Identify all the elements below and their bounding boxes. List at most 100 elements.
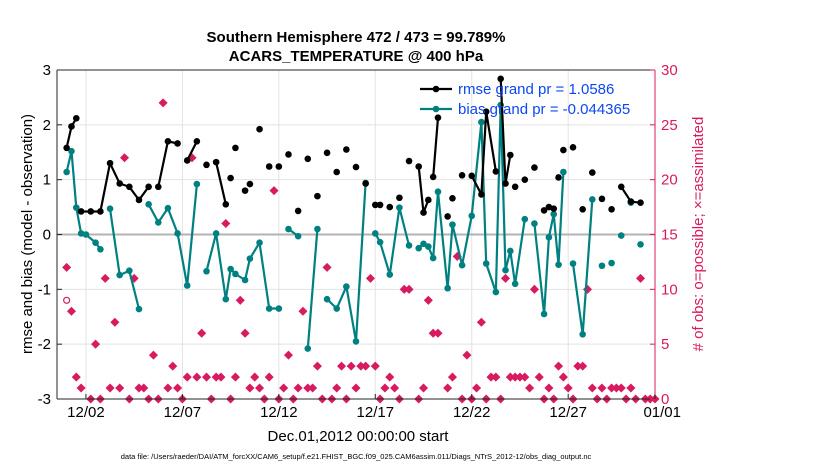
chart-title: Southern Hemisphere 472 / 473 = 99.789% — [207, 29, 506, 46]
obs-assimilated-marker — [607, 383, 617, 393]
x-tick-label: 01/01 — [643, 404, 681, 421]
y2-axis-label: # of obs: o=possible; ×=assimilated — [690, 117, 707, 352]
bias-point — [637, 241, 644, 248]
rmse-point — [72, 114, 80, 122]
bias-point — [478, 118, 485, 126]
rmse-point — [232, 144, 239, 152]
bias-point — [246, 255, 254, 262]
obs-assimilated-marker — [192, 372, 202, 382]
obs-assimilated-marker — [211, 372, 221, 382]
rmse-point — [511, 183, 519, 191]
rmse-point — [63, 144, 70, 152]
obs-assimilated-marker — [119, 153, 130, 163]
rmse-point — [145, 183, 152, 191]
obs-assimilated-marker — [197, 328, 207, 338]
rmse-point — [569, 144, 577, 151]
rmse-point — [106, 159, 114, 167]
bias-point — [468, 212, 476, 220]
text-layer: Southern Hemisphere 472 / 473 = 99.789% … — [19, 29, 707, 461]
y-tick-label: -2 — [38, 336, 51, 353]
obs-assimilated-marker — [62, 262, 72, 272]
legend-rmse-marker — [432, 85, 440, 93]
bias-point — [502, 266, 509, 274]
obs-assimilated-marker — [626, 383, 636, 393]
bias-point — [482, 260, 490, 267]
bias-point — [275, 305, 283, 312]
obs-assimilated-marker — [245, 383, 255, 393]
x-tick-label: 12/17 — [357, 404, 395, 421]
bias-point — [227, 265, 234, 273]
y-tick-label: 2 — [43, 117, 51, 134]
rmse-point — [371, 201, 379, 209]
grid-layer — [57, 69, 655, 400]
obs-assimilated-marker — [129, 273, 139, 283]
rmse-point — [352, 163, 360, 171]
bias-point — [617, 232, 625, 239]
rmse-point — [429, 173, 437, 181]
obs-assimilated-marker — [616, 383, 626, 393]
rmse-point — [497, 75, 504, 83]
obs-assimilated-marker — [158, 98, 168, 108]
rmse-point — [203, 161, 210, 169]
bias-point — [444, 284, 451, 292]
y2-tick-label: 30 — [661, 62, 678, 79]
rmse-point — [449, 195, 456, 202]
bias-point — [545, 233, 553, 241]
rmse-point — [304, 155, 312, 163]
data-file-footnote: data file: /Users/raeder/DAI/ATM_forcXX/… — [121, 452, 592, 461]
rmse-point — [507, 151, 514, 159]
rmse-point — [627, 198, 635, 205]
bias-point — [415, 244, 422, 252]
rmse-point — [362, 180, 369, 187]
bias-point — [555, 261, 562, 268]
obs-assimilated-marker — [201, 372, 212, 382]
x-tick-label: 12/02 — [67, 404, 105, 421]
y2-tick-label: 5 — [661, 336, 669, 353]
bias-point — [304, 345, 312, 352]
bias-point — [434, 188, 442, 196]
bias-point — [203, 267, 210, 275]
rmse-point — [241, 187, 249, 194]
rmse-point — [415, 163, 422, 170]
bias-point — [116, 271, 123, 279]
rmse-point — [256, 125, 263, 133]
bias-point — [126, 267, 133, 274]
y-tick-label: 1 — [43, 172, 51, 189]
obs-assimilated-marker — [168, 361, 178, 371]
bias-point — [72, 204, 80, 211]
obs-assimilated-marker — [573, 361, 583, 371]
rmse-point — [405, 157, 413, 165]
rmse-point — [521, 176, 529, 183]
rmse-point — [468, 172, 476, 180]
bias-point — [82, 231, 90, 238]
bias-point — [376, 238, 384, 246]
legend-bias-label: bias grand pr = -0.044365 — [458, 101, 630, 118]
rmse-point — [458, 171, 466, 179]
x-tick-label: 12/07 — [164, 404, 202, 421]
bias-point — [294, 232, 302, 240]
rmse-point — [265, 163, 273, 170]
obs-assimilated-marker — [76, 383, 86, 393]
rmse-point — [275, 163, 283, 170]
bias-point — [540, 310, 548, 318]
bias-point — [68, 147, 75, 155]
rmse-point — [343, 146, 350, 153]
bias-point — [550, 210, 558, 218]
rmse-point — [589, 169, 596, 176]
bias-point — [492, 288, 500, 296]
bias-point — [174, 230, 181, 237]
bias-point — [193, 180, 201, 188]
bias-point — [183, 282, 191, 289]
obs-assimilated-marker — [91, 339, 101, 349]
bias-point — [333, 305, 341, 312]
obs-assimilated-marker — [544, 383, 554, 393]
rmse-point — [333, 168, 341, 176]
bias-point — [222, 295, 230, 303]
rmse-point — [183, 157, 191, 164]
rmse-point — [246, 180, 254, 188]
obs-assimilated-marker — [230, 372, 240, 382]
rmse-point — [598, 195, 606, 203]
obs-assimilated-marker — [611, 383, 621, 393]
bias-point — [212, 230, 220, 237]
obs-assimilated-marker — [597, 383, 607, 393]
